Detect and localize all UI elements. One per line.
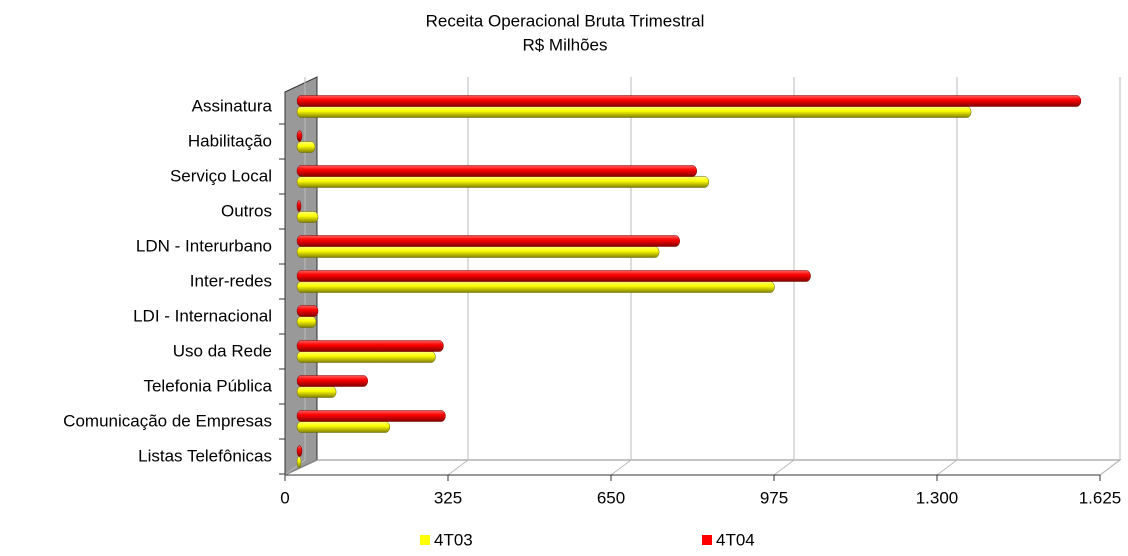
bar bbox=[296, 165, 697, 177]
y-tick-label: Listas Telefônicas bbox=[138, 446, 272, 465]
floor bbox=[284, 459, 1122, 476]
y-tick-label: Assinatura bbox=[192, 96, 273, 115]
bar bbox=[296, 386, 337, 398]
y-tick-label: Telefonia Pública bbox=[143, 376, 272, 395]
bar bbox=[296, 305, 319, 317]
grid-line bbox=[447, 77, 469, 476]
y-tick-label: Uso da Rede bbox=[173, 341, 272, 360]
bar bbox=[296, 235, 680, 247]
x-tick-label: 975 bbox=[760, 488, 788, 507]
bar bbox=[296, 445, 303, 457]
bar bbox=[296, 130, 303, 142]
bar bbox=[296, 375, 368, 387]
grid-line bbox=[1099, 77, 1121, 476]
legend-label: 4T04 bbox=[716, 530, 755, 549]
legend-swatch bbox=[702, 535, 712, 545]
bar bbox=[296, 200, 302, 212]
bar bbox=[296, 176, 710, 188]
bar bbox=[296, 281, 775, 293]
bar bbox=[296, 106, 972, 118]
y-tick-label: Outros bbox=[221, 201, 272, 220]
x-tick-label: 1.625 bbox=[1079, 488, 1122, 507]
bar bbox=[296, 95, 1082, 107]
grid-line bbox=[284, 77, 306, 476]
grid-line bbox=[773, 77, 795, 476]
bar bbox=[296, 351, 436, 363]
bar bbox=[296, 141, 316, 153]
x-tick-label: 325 bbox=[434, 488, 462, 507]
bar bbox=[296, 410, 446, 422]
bar bbox=[296, 340, 444, 352]
y-tick-label: Habilitação bbox=[188, 131, 272, 150]
y-tick-label: LDI - Internacional bbox=[133, 306, 272, 325]
chart-title: Receita Operacional Bruta Trimestral bbox=[426, 11, 705, 30]
legend-swatch bbox=[420, 535, 430, 545]
x-tick-label: 650 bbox=[597, 488, 625, 507]
bar bbox=[296, 246, 660, 258]
legend-label: 4T03 bbox=[434, 530, 473, 549]
y-tick-label: LDN - Interurbano bbox=[136, 236, 272, 255]
chart-subtitle: R$ Milhões bbox=[522, 35, 607, 54]
bar bbox=[296, 211, 319, 223]
y-tick-label: Serviço Local bbox=[170, 166, 272, 185]
y-tick-label: Comunicação de Empresas bbox=[63, 411, 272, 430]
bar bbox=[296, 421, 391, 433]
bar bbox=[296, 316, 317, 328]
x-tick-label: 0 bbox=[280, 488, 289, 507]
grid-line bbox=[610, 77, 632, 476]
grid-line bbox=[936, 77, 958, 476]
bar bbox=[296, 270, 811, 282]
x-tick-label: 1.300 bbox=[916, 488, 959, 507]
bar bbox=[296, 456, 302, 468]
y-tick-label: Inter-redes bbox=[190, 271, 272, 290]
